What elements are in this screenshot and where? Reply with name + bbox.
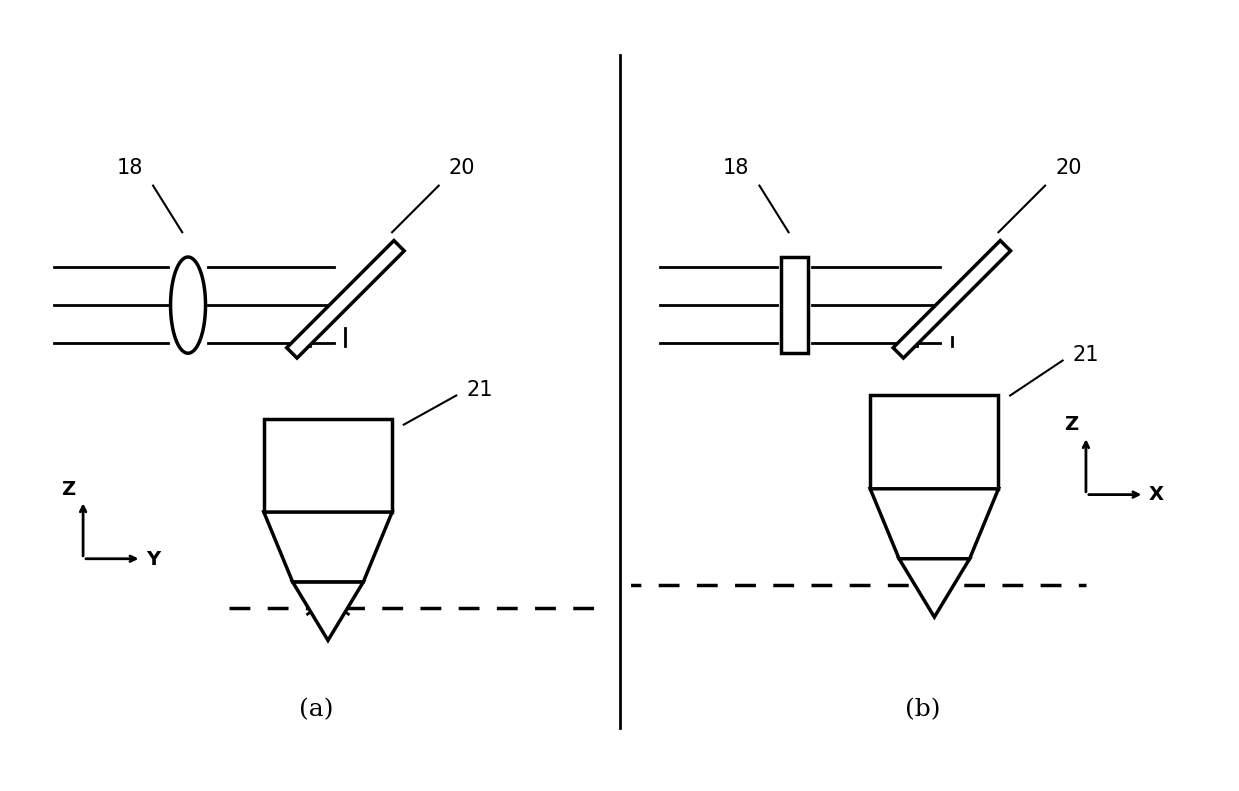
Text: (b): (b) bbox=[904, 698, 940, 721]
Text: X: X bbox=[1149, 486, 1163, 505]
Text: 21: 21 bbox=[1073, 345, 1099, 365]
Polygon shape bbox=[870, 489, 999, 558]
Text: (a): (a) bbox=[299, 698, 333, 721]
Text: 21: 21 bbox=[466, 380, 493, 399]
Text: 20: 20 bbox=[449, 158, 476, 178]
Polygon shape bbox=[286, 240, 404, 358]
Bar bbox=[264, 418, 392, 512]
Polygon shape bbox=[893, 240, 1011, 358]
Text: Z: Z bbox=[62, 479, 76, 498]
Text: Y: Y bbox=[146, 550, 160, 569]
Polygon shape bbox=[900, 558, 970, 617]
Text: Z: Z bbox=[1064, 415, 1078, 434]
Bar bbox=[870, 396, 999, 489]
Bar bbox=[782, 257, 808, 354]
Text: 20: 20 bbox=[1056, 158, 1082, 178]
Text: 18: 18 bbox=[116, 158, 142, 178]
Polygon shape bbox=[171, 257, 206, 354]
Text: 18: 18 bbox=[722, 158, 750, 178]
Polygon shape bbox=[264, 512, 392, 582]
Polygon shape bbox=[292, 582, 363, 641]
